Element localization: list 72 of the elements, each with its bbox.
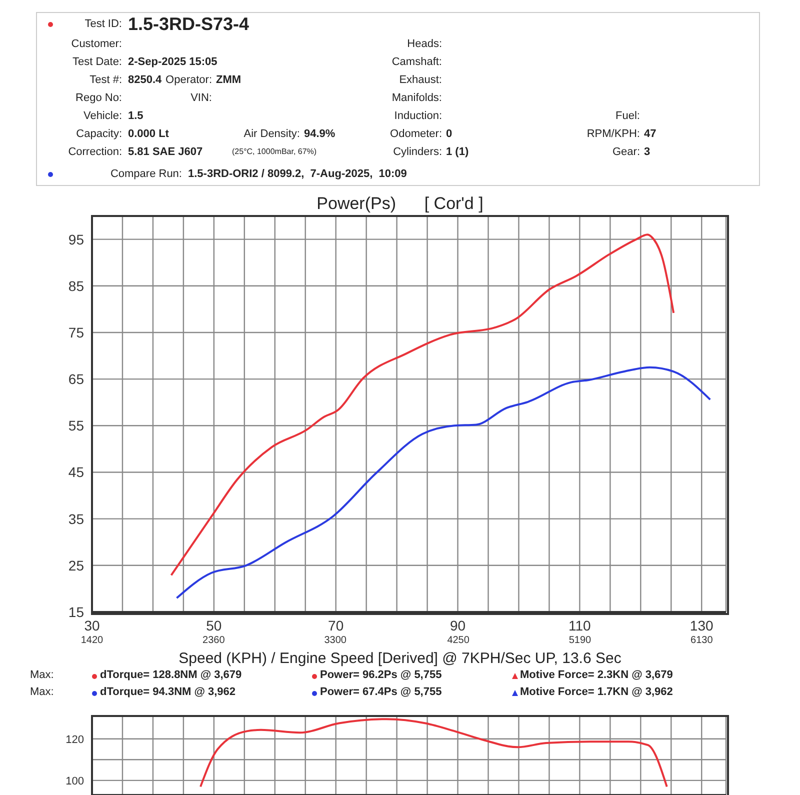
text: 1.5: [128, 110, 144, 122]
x2-tick-label: 6130: [690, 635, 714, 646]
y-tick-label: 45: [68, 464, 84, 480]
text: VIN:: [190, 92, 212, 104]
text: Odometer:: [390, 128, 442, 140]
line-series: [170, 234, 675, 576]
text: Customer:: [71, 38, 122, 50]
y-tick-label: 35: [68, 510, 84, 527]
text: Gear:: [612, 146, 640, 158]
x-tick-label: 30: [84, 618, 100, 634]
text: Test Date:: [72, 56, 122, 68]
x2-tick-label: 3300: [323, 635, 348, 646]
y-tick-label: 25: [68, 557, 84, 574]
x-tick-label: 70: [328, 618, 344, 634]
x2-tick-label: 2360: [202, 635, 226, 646]
text: Rego No:: [76, 92, 122, 104]
x2-tick-label: 1420: [80, 635, 104, 646]
y-tick-label: 15: [68, 604, 84, 620]
text: Max:: [30, 686, 54, 698]
line-series: [200, 718, 668, 788]
text: Exhaust:: [399, 74, 442, 86]
chart-title: Power(Ps) [ Cor'd ]: [316, 194, 484, 213]
text: RPM/KPH:: [586, 128, 640, 140]
x-tick-label: 90: [450, 618, 466, 634]
text: 1.5-3RD-ORI2 / 8099.2, 7-Aug-2025, 10:09: [188, 168, 407, 180]
y-tick-label: 95: [68, 231, 84, 248]
text: Test #:: [90, 74, 122, 86]
text: 1 (1): [446, 146, 469, 158]
text: 2-Sep-2025 15:05: [128, 56, 218, 68]
text: Capacity:: [76, 128, 122, 140]
text: Compare Run:: [110, 168, 182, 180]
text: Power= 96.2Ps @ 5,755: [320, 669, 442, 681]
text: Max:: [30, 669, 54, 681]
text: dTorque= 94.3NM @ 3,962: [100, 686, 236, 698]
text: Induction:: [394, 110, 442, 122]
text: Manifolds:: [392, 92, 442, 104]
x-axis-title: Speed (KPH) / Engine Speed [Derived] @ 7KPH/Sec UP, 13.6 Sec: [178, 650, 622, 667]
text: Correction:: [68, 146, 122, 158]
y-tick-label: 55: [68, 418, 84, 434]
text: 94.9%: [304, 128, 336, 140]
text: ZMM: [216, 74, 242, 86]
line-series: [176, 366, 712, 600]
text: Test ID:: [84, 18, 122, 30]
text: dTorque= 128.8NM @ 3,679: [100, 669, 242, 681]
text: Camshaft:: [392, 56, 442, 68]
x-tick-label: 50: [206, 618, 222, 634]
text: Operator:: [166, 74, 212, 86]
x2-tick-label: 5190: [568, 635, 592, 646]
y-tick-label: 100: [66, 775, 84, 788]
text: Cylinders:: [393, 146, 442, 158]
text: 8250.4: [128, 74, 162, 86]
text: Air Density:: [244, 128, 300, 140]
y-tick-label: 85: [68, 278, 84, 294]
x2-tick-label: 4250: [446, 635, 470, 646]
text: Power= 67.4Ps @ 5,755: [320, 686, 442, 698]
text: Heads:: [407, 38, 442, 50]
text: 5.81 SAE J607: [128, 146, 203, 158]
text: (25°C, 1000mBar, 67%): [232, 147, 317, 156]
text: 47: [644, 128, 656, 140]
x-tick-label: 110: [568, 618, 592, 634]
text: 1.5-3RD-S73-4: [128, 14, 250, 34]
y-tick-label: 120: [66, 734, 84, 746]
y-tick-label: 65: [68, 371, 84, 388]
text: 0: [446, 128, 452, 140]
text: Motive Force= 2.3KN @ 3,679: [520, 669, 673, 681]
text: 0.000 Lt: [128, 128, 169, 140]
text: Vehicle:: [83, 110, 122, 122]
text: Motive Force= 1.7KN @ 3,962: [520, 686, 673, 698]
text: Fuel:: [616, 110, 640, 122]
y-tick-label: 75: [68, 324, 84, 340]
x-tick-label: 130: [690, 618, 714, 634]
text: 3: [644, 146, 650, 158]
